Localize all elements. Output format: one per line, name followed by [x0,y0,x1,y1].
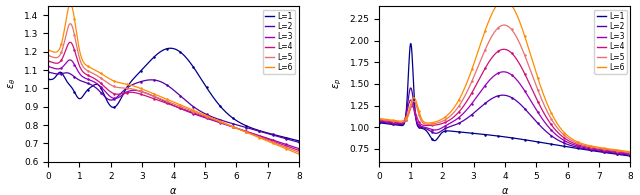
Legend: L=1, L=2, L=3, L=4, L=5, L=6: L=1, L=2, L=3, L=4, L=5, L=6 [263,10,295,74]
X-axis label: $\alpha$: $\alpha$ [500,186,509,195]
Y-axis label: $\varepsilon_\theta$: $\varepsilon_\theta$ [6,78,19,90]
X-axis label: $\alpha$: $\alpha$ [170,186,178,195]
Legend: L=1, L=2, L=3, L=4, L=5, L=6: L=1, L=2, L=3, L=4, L=5, L=6 [595,10,627,74]
Y-axis label: $\varepsilon_p$: $\varepsilon_p$ [332,78,344,90]
